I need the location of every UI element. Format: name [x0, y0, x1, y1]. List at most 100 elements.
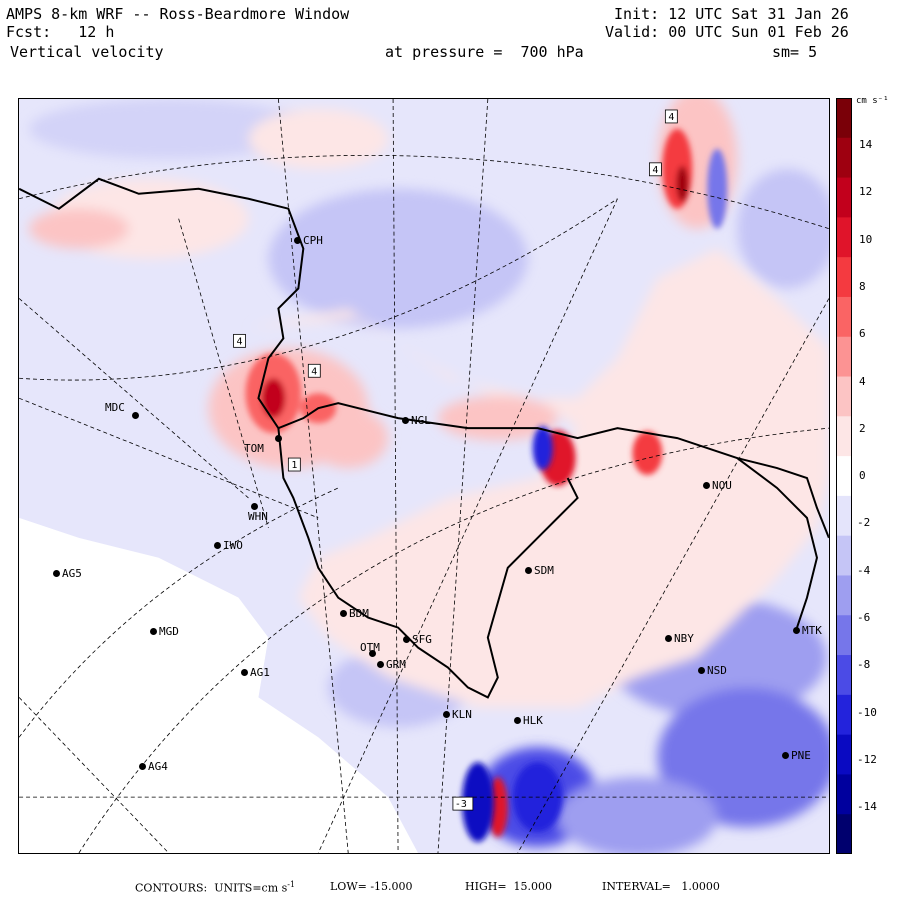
- colorbar-tick-label: -4: [857, 563, 871, 577]
- station-marker-nsd: [698, 667, 705, 674]
- colorbar-tick-label: 8: [859, 279, 866, 293]
- station-marker-bdm: [340, 610, 347, 617]
- colorbar-swatch: [836, 416, 852, 457]
- colorbar-swatch: [836, 296, 852, 338]
- colorbar-tick-label: -14: [857, 800, 877, 814]
- colorbar-tick-label: 12: [859, 185, 873, 199]
- chart-title: AMPS 8-km WRF -- Ross-Beardmore Window: [6, 5, 350, 23]
- init-time: Init: 12 UTC Sat 31 Jan 26: [614, 5, 849, 23]
- vertical-velocity-map: 4 4 4 4 1 -3: [18, 98, 830, 854]
- colorbar-swatch: [836, 217, 852, 258]
- station-label-grm: GRM: [386, 658, 406, 671]
- station-marker-nou: [703, 482, 710, 489]
- colorbar-tick-label: -10: [857, 705, 877, 719]
- station-marker-ag4: [139, 763, 146, 770]
- station-marker-otm: [369, 650, 376, 657]
- footer-contours: CONTOURS: UNITS=cm s-1: [135, 880, 296, 895]
- colorbar-swatch: [836, 376, 852, 417]
- station-label-tom: TOM: [244, 442, 264, 455]
- colorbar-swatch: [836, 615, 852, 656]
- colorbar-tick-label: -2: [857, 516, 871, 530]
- colorbar-swatch: [836, 456, 852, 497]
- colorbar-tick-label: 4: [859, 374, 866, 388]
- colorbar-border: [836, 98, 852, 854]
- station-marker-kln: [443, 711, 450, 718]
- colorbar-swatch: [836, 535, 852, 576]
- contour-labels: 4 4 4 4 1 -3: [233, 109, 678, 811]
- colorbar-swatch: [836, 336, 852, 378]
- station-marker-grm: [377, 661, 384, 668]
- station-label-nby: NBY: [674, 632, 694, 645]
- footer-interval: INTERVAL= 1.0000: [602, 880, 720, 893]
- station-marker-mdc: [132, 412, 139, 419]
- colorbar: [836, 98, 852, 854]
- station-label-whn: WHN: [248, 510, 268, 523]
- colorbar-swatch: [836, 575, 852, 616]
- colorbar-swatch: [836, 98, 852, 139]
- coastline: [19, 177, 829, 699]
- colorbar-tick-label: -8: [857, 658, 871, 672]
- station-marker-iwo: [214, 542, 221, 549]
- station-label-hlk: HLK: [523, 714, 543, 727]
- graticule: [19, 99, 829, 853]
- colorbar-tick-label: 14: [859, 138, 873, 151]
- colorbar-swatch: [836, 774, 852, 815]
- station-marker-whn: [251, 503, 258, 510]
- colorbar-swatch: [836, 257, 852, 298]
- station-label-kln: KLN: [452, 708, 472, 721]
- colorbar-tick-label: -6: [857, 611, 871, 624]
- field-name: Vertical velocity: [10, 43, 164, 61]
- station-marker-cph: [294, 237, 301, 244]
- colorbar-swatch: [836, 137, 852, 179]
- station-label-nou: NOU: [712, 479, 732, 492]
- station-marker-sdm: [525, 567, 532, 574]
- smoothing: sm= 5: [772, 43, 818, 61]
- colorbar-tick-label: 10: [859, 232, 873, 246]
- station-label-bdm: BDM: [349, 607, 369, 620]
- contour-label: 4: [311, 366, 317, 377]
- station-label-ag5: AG5: [62, 567, 82, 580]
- forecast-hour: Fcst: 12 h: [6, 23, 115, 41]
- colorbar-units: cm s⁻¹: [856, 96, 889, 106]
- colorbar-swatch: [836, 177, 852, 218]
- station-label-mgd: MGD: [159, 625, 179, 638]
- station-marker-mgd: [150, 628, 157, 635]
- station-label-mtk: MTK: [802, 624, 822, 637]
- footer-low: LOW= -15.000: [330, 880, 413, 893]
- station-label-pne: PNE: [791, 749, 811, 762]
- station-marker-sfg: [403, 636, 410, 643]
- colorbar-swatch: [836, 814, 852, 854]
- station-label-sdm: SDM: [534, 564, 554, 577]
- footer-high: HIGH= 15.000: [465, 880, 553, 893]
- station-label-ngl: NGL: [411, 414, 431, 427]
- station-marker-mtk: [793, 627, 800, 634]
- station-marker-tom: [275, 435, 282, 442]
- station-marker-pne: [782, 752, 789, 759]
- station-label-mdc: MDC: [105, 401, 125, 414]
- colorbar-tick-label: -12: [857, 752, 877, 766]
- valid-time: Valid: 00 UTC Sun 01 Feb 26: [605, 23, 849, 41]
- station-label-nsd: NSD: [707, 664, 727, 677]
- station-marker-ag1: [241, 669, 248, 676]
- station-marker-ag5: [53, 570, 60, 577]
- station-label-ag4: AG4: [148, 760, 168, 773]
- contour-label: 4: [652, 165, 658, 176]
- colorbar-swatch: [836, 655, 852, 696]
- colorbar-tick-label: 6: [859, 327, 866, 341]
- pressure-level: at pressure = 700 hPa: [385, 43, 584, 61]
- colorbar-swatch: [836, 495, 852, 537]
- station-marker-nby: [665, 635, 672, 642]
- no-data-region: [19, 517, 419, 853]
- contour-label: 1: [291, 460, 297, 471]
- station-label-iwo: IWO: [223, 539, 243, 552]
- station-label-sfg: SFG: [412, 633, 432, 646]
- colorbar-swatch: [836, 694, 852, 736]
- station-marker-ngl: [402, 417, 409, 424]
- contour-label: -3: [455, 799, 467, 810]
- station-label-cph: CPH: [303, 234, 323, 247]
- station-marker-hlk: [514, 717, 521, 724]
- station-label-otm: OTM: [360, 641, 380, 654]
- colorbar-tick-label: 2: [859, 421, 866, 435]
- contour-label: 4: [236, 336, 242, 347]
- colorbar-tick-label: 0: [859, 469, 866, 483]
